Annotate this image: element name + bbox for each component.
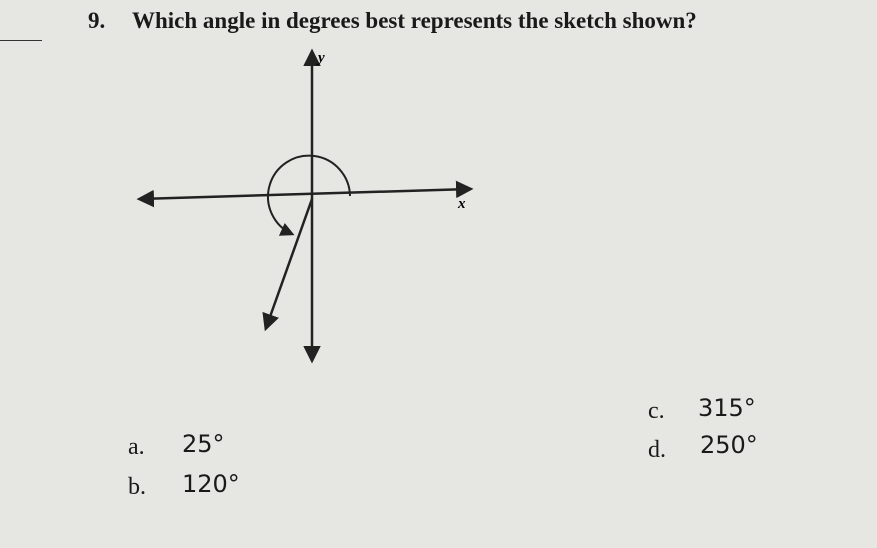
answer-blank	[0, 40, 42, 41]
option-letter: d.	[648, 437, 666, 463]
option-value: 250°	[700, 431, 758, 459]
option-letter: a.	[128, 434, 145, 460]
option-letter: b.	[128, 474, 146, 500]
terminal-ray	[262, 198, 314, 332]
question-text: Which angle in degrees best represents t…	[132, 8, 697, 33]
option-value: 315°	[698, 394, 756, 422]
option-letter: c.	[648, 398, 665, 424]
option-value: 25°	[182, 430, 225, 458]
option-value: 120°	[182, 470, 240, 498]
y-axis-label: y	[316, 50, 325, 66]
angle-arc	[267, 154, 351, 236]
x-axis-label: x	[457, 196, 466, 212]
x-axis	[136, 180, 474, 208]
question-number: 9.	[88, 8, 106, 33]
